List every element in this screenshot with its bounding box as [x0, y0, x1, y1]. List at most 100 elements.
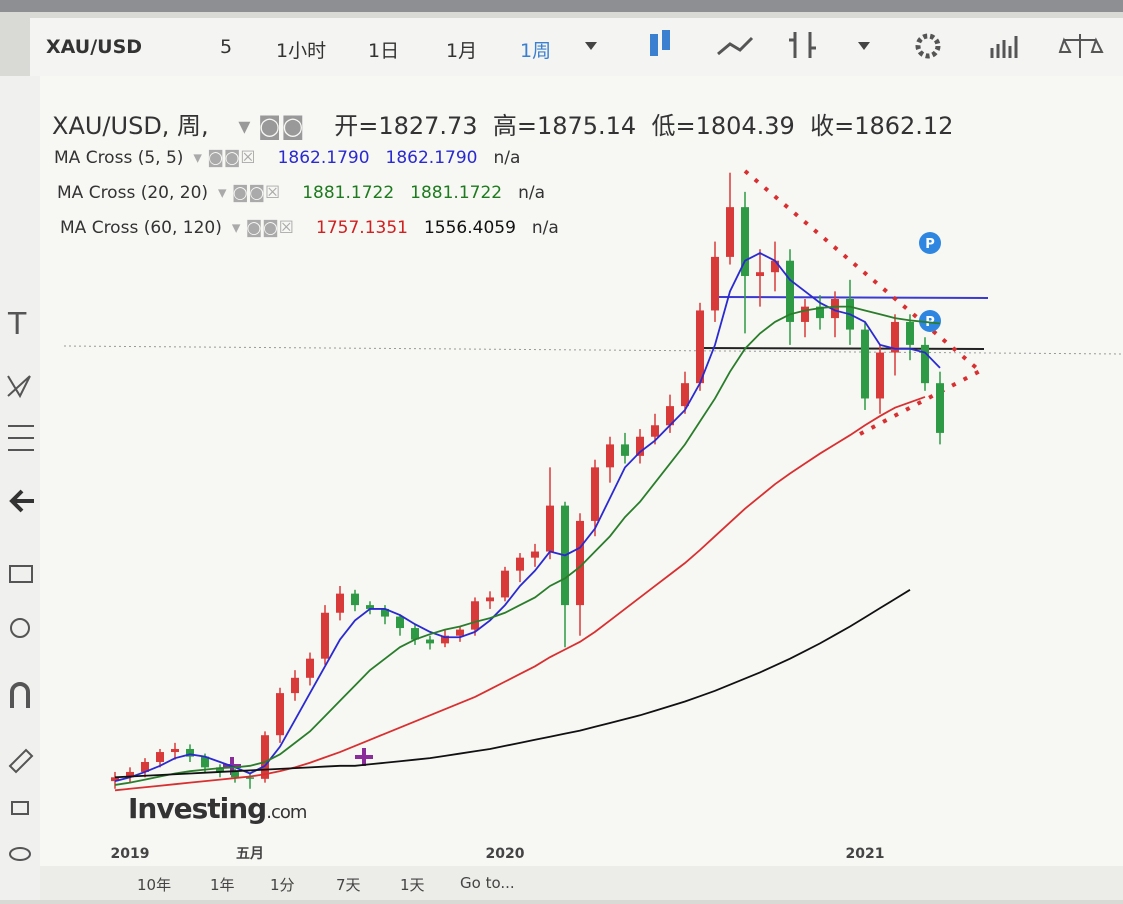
range-button[interactable]: 1年: [210, 876, 235, 894]
ma-line: [114, 252, 941, 782]
ohlc-label: 收=: [810, 112, 855, 140]
dropdown-icon[interactable]: [585, 42, 597, 50]
goto-button[interactable]: Go to...: [460, 874, 515, 892]
pin-marker[interactable]: [919, 232, 941, 254]
candle-body: [186, 748, 194, 757]
candle-body: [816, 306, 824, 319]
candle-body: [606, 444, 614, 468]
candle-body: [891, 321, 899, 353]
fib-tool[interactable]: [8, 425, 34, 451]
candle-body: [531, 551, 539, 558]
candles-icon[interactable]: [650, 34, 658, 56]
ohlc-label: 低=: [651, 112, 696, 140]
visibility-tool[interactable]: [9, 847, 31, 861]
magnet-tool[interactable]: [10, 682, 30, 708]
indicator-value: n/a: [518, 183, 546, 203]
interval[interactable]: 1小时: [276, 40, 327, 62]
interval[interactable]: 1周: [520, 40, 552, 62]
indicator-value: 1881.1722: [410, 183, 503, 203]
lock-tool[interactable]: [11, 801, 29, 815]
interval[interactable]: 1月: [446, 40, 478, 62]
indicator-controls[interactable]: ▾ ◙◙☒: [218, 183, 281, 203]
candle-body: [396, 616, 404, 629]
indicator-controls[interactable]: ▾ ◙◙☒: [231, 218, 295, 238]
crosshair-line: [63, 345, 1123, 355]
indicator-row: MA Cross (5, 5) ▾ ◙◙☒ 1862.1790 1862.1790 n/…: [54, 148, 536, 168]
candle-body: [411, 628, 419, 640]
candle-body: [576, 520, 584, 606]
bars-icon[interactable]: [789, 32, 816, 58]
pattern-tool[interactable]: [7, 375, 31, 399]
candle-body: [126, 771, 134, 778]
candle-body: [456, 629, 464, 636]
watermark-suffix: .com: [266, 802, 306, 823]
range-button[interactable]: 7天: [336, 876, 361, 894]
indicator-tool[interactable]: [9, 565, 33, 583]
x-tick-label: 2019: [111, 846, 150, 862]
indicator-value: 1556.4059: [423, 218, 516, 238]
candle-body: [366, 605, 374, 609]
candle-body: [471, 601, 479, 630]
candle-body: [246, 777, 254, 779]
ohlc-label: 开=: [334, 112, 379, 140]
toolbar: XAU/USD 5 1小时 1日 1月 1周: [30, 18, 1123, 77]
zoom-tool[interactable]: [10, 618, 30, 638]
plot-background: [40, 76, 1123, 866]
legend-controls[interactable]: ▾ ◙◙: [238, 112, 305, 140]
interval[interactable]: 5: [220, 36, 233, 58]
candle-body: [171, 748, 179, 753]
candle-body: [321, 612, 329, 659]
indicator-value: 1757.1351: [316, 218, 408, 238]
indicator-value: 1862.1790: [277, 148, 370, 168]
indicator-row: MA Cross (20, 20) ▾ ◙◙☒ 1881.1722 1881.1722…: [57, 183, 561, 203]
watermark-brand: Investing: [128, 792, 266, 825]
candle-body: [441, 635, 449, 644]
candles-icon-part: [662, 30, 670, 50]
indicators-icon[interactable]: [990, 36, 1018, 58]
range-button[interactable]: 1天: [400, 876, 425, 894]
chart: P P Investing.com 2019 五月 2020 2021: [40, 76, 1123, 866]
ohlc-value: 1875.14: [536, 112, 637, 140]
range-button[interactable]: 10年: [137, 876, 172, 894]
range-button[interactable]: 1分: [270, 876, 295, 894]
ohlc-value: 1827.73: [378, 112, 478, 140]
candle-body: [786, 260, 794, 322]
candle-body: [381, 608, 389, 617]
indicator-name: MA Cross (60, 120): [60, 218, 222, 238]
watermark: Investing.com: [128, 792, 306, 825]
collapse-button[interactable]: [9, 489, 34, 513]
legend-title: XAU/USD, 周,: [52, 112, 209, 140]
candle-body: [831, 298, 839, 319]
drawn-line: [714, 296, 989, 299]
indicator-value: n/a: [493, 148, 521, 168]
candle-body: [156, 752, 164, 762]
drawn-line: [696, 347, 985, 350]
draw-tool[interactable]: [8, 748, 34, 774]
indicator-name: MA Cross (5, 5): [54, 148, 184, 168]
text-tool[interactable]: T: [7, 307, 27, 342]
indicator-value: 1862.1790: [385, 148, 478, 168]
indicator-name: MA Cross (20, 20): [57, 183, 209, 203]
compare-icon[interactable]: [1058, 34, 1104, 58]
indicator-controls[interactable]: ▾ ◙◙☒: [193, 148, 256, 168]
candle-body: [651, 425, 659, 437]
candle-body: [756, 272, 764, 277]
dropdown-icon[interactable]: [858, 42, 870, 50]
candle-body: [141, 761, 149, 772]
toolbar-icons: [585, 30, 1104, 59]
candle-body: [681, 383, 689, 407]
pin-marker[interactable]: [919, 310, 941, 332]
symbol[interactable]: XAU/USD: [46, 36, 143, 58]
candle-body: [711, 256, 719, 311]
candle-body: [216, 767, 224, 772]
candle-body: [516, 557, 524, 571]
indicator-row: MA Cross (60, 120) ▾ ◙◙☒ 1757.1351 1556.405…: [60, 218, 575, 238]
x-tick-label: 2020: [486, 846, 525, 862]
candle-body: [591, 467, 599, 521]
line-icon[interactable]: [717, 36, 754, 56]
candle-body: [486, 597, 494, 602]
candle-body: [336, 593, 344, 613]
interval[interactable]: 1日: [368, 40, 400, 62]
settings-icon[interactable]: [915, 33, 941, 59]
candle-body: [261, 735, 269, 779]
